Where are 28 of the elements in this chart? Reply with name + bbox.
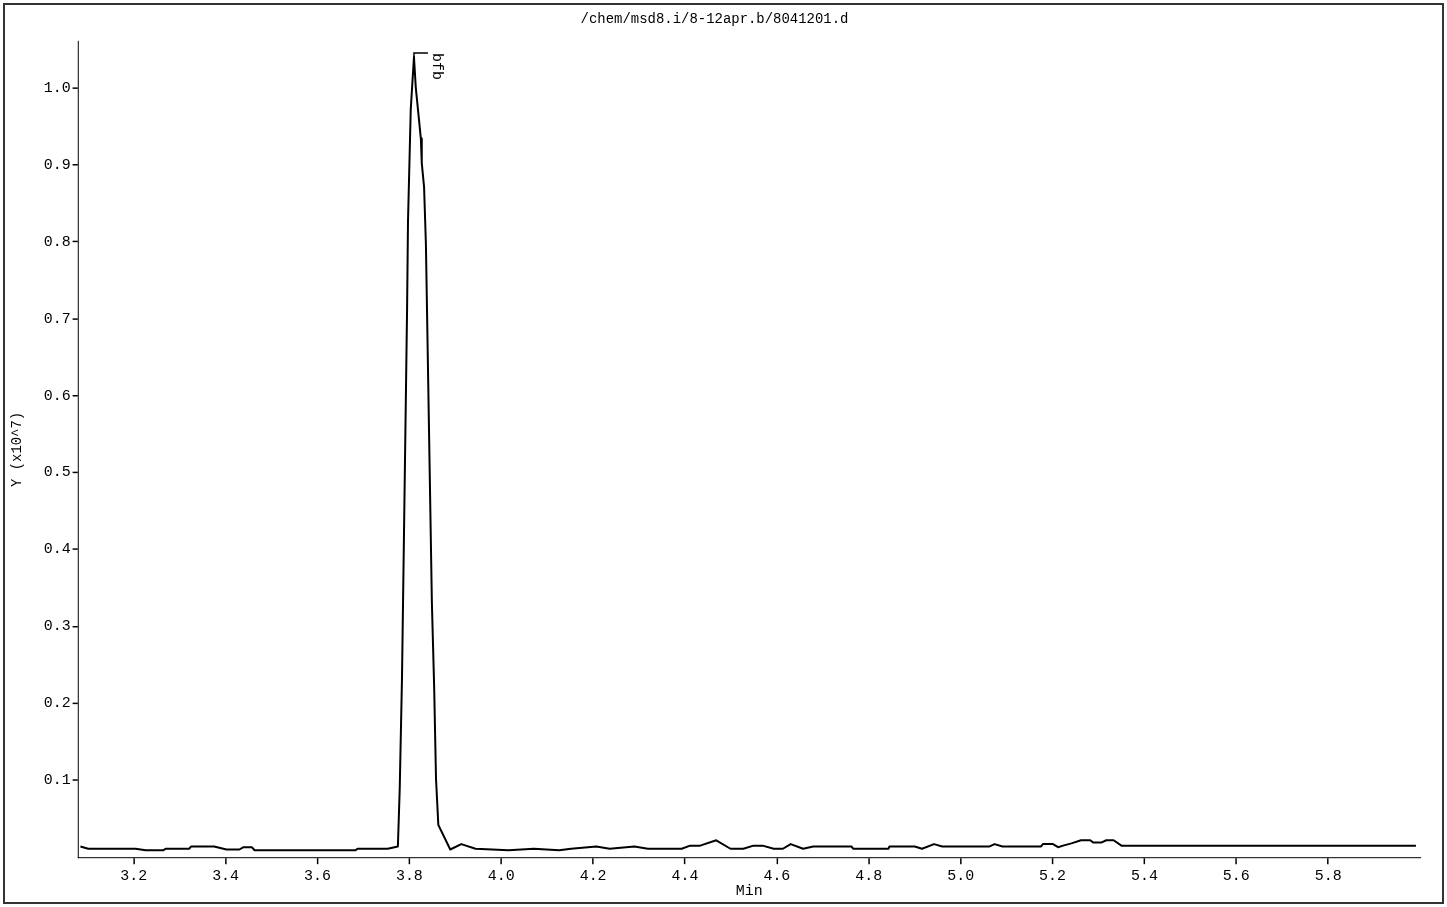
x-tick-label: 5.2 bbox=[1039, 868, 1066, 885]
y-tick-label: 0.6 bbox=[43, 387, 71, 404]
x-tick-label: 4.8 bbox=[855, 868, 883, 885]
annotation: bfb bbox=[429, 53, 446, 80]
y-tick-label: 0.3 bbox=[43, 618, 71, 635]
y-tick-label: 0.8 bbox=[43, 233, 71, 250]
x-tick-label: 4.2 bbox=[579, 868, 607, 885]
x-tick-label: 3.8 bbox=[395, 868, 423, 885]
y-tick-label: 0.5 bbox=[43, 464, 71, 481]
x-tick-label: 3.2 bbox=[120, 868, 148, 885]
y-tick-label: 0.2 bbox=[43, 695, 71, 712]
x-tick-label: 3.4 bbox=[212, 868, 240, 885]
x-tick-label: 5.8 bbox=[1314, 868, 1342, 885]
x-tick-label: 5.6 bbox=[1222, 868, 1250, 885]
chart-title: /chem/msd8.i/8-12apr.b/8041201.d bbox=[580, 11, 849, 28]
x-tick-label: 4.6 bbox=[763, 868, 791, 885]
x-axis-title: Min bbox=[735, 883, 763, 899]
x-tick-label: 4.4 bbox=[671, 868, 699, 885]
x-tick-label: 5.0 bbox=[947, 868, 975, 885]
x-tick-label: 3.6 bbox=[304, 868, 331, 885]
y-tick-label: 1.0 bbox=[43, 79, 71, 96]
y-tick-label: 0.1 bbox=[43, 772, 71, 789]
y-tick-label: 0.7 bbox=[43, 310, 71, 327]
y-tick-label: 0.9 bbox=[43, 156, 71, 173]
y-tick-label: 0.4 bbox=[43, 541, 71, 558]
x-tick-label: 5.4 bbox=[1130, 868, 1158, 885]
y-axis-title: Y (x10^7) bbox=[9, 411, 26, 488]
x-tick-label: 4.0 bbox=[487, 868, 515, 885]
